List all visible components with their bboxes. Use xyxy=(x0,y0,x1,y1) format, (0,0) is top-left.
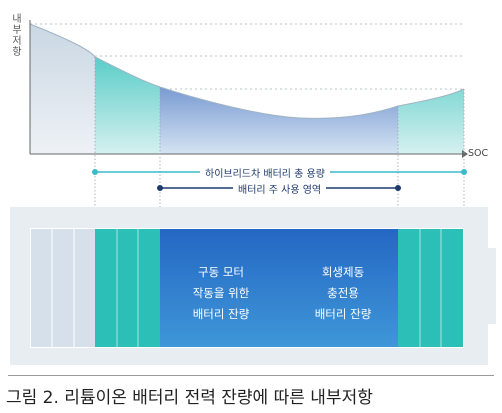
y-axis-char: 부 xyxy=(12,25,22,36)
drive-motor-reserve-text: 구동 모터 작동을 위한 배터리 잔량 xyxy=(178,262,264,325)
y-axis-label: 내 부 저 항 xyxy=(10,14,24,58)
main-use-label: 배터리 주 사용 영역 xyxy=(233,181,327,196)
y-axis-char: 저 xyxy=(12,36,22,47)
drive-motor-line: 배터리 잔량 xyxy=(192,307,250,321)
resistance-curve-area xyxy=(30,24,464,154)
drive-motor-line: 구동 모터 xyxy=(198,265,244,279)
battery xyxy=(10,207,496,365)
resistance-curve xyxy=(29,23,465,119)
cells-teal-left xyxy=(95,229,160,347)
cells-teal-right xyxy=(398,229,463,347)
drive-motor-line: 작동을 위한 xyxy=(192,286,250,300)
figure-caption: 그림 2. 리튬이온 배터리 전력 잔량에 따른 내부저항 xyxy=(6,388,373,408)
regen-line: 충전용 xyxy=(327,286,359,300)
y-axis-char: 내 xyxy=(12,14,22,25)
regen-line: 배터리 잔량 xyxy=(314,307,372,321)
cells-blue-main xyxy=(160,229,398,347)
x-axis-label: SOC xyxy=(468,148,489,159)
y-axis-char: 항 xyxy=(12,47,22,58)
regen-braking-reserve-text: 회생제동 충전용 배터리 잔량 xyxy=(300,262,386,325)
caption-divider xyxy=(8,375,494,376)
figure-caption-bar: 그림 2. 리튬이온 배터리 전력 잔량에 따른 내부저항 xyxy=(0,375,502,413)
battery-terminal xyxy=(488,248,496,324)
regen-line: 회생제동 xyxy=(321,265,365,279)
cells-gray xyxy=(31,229,95,347)
hybrid-total-label: 하이브리드차 배터리 총 용량 xyxy=(200,165,330,180)
x-axis-arrow xyxy=(462,150,468,158)
